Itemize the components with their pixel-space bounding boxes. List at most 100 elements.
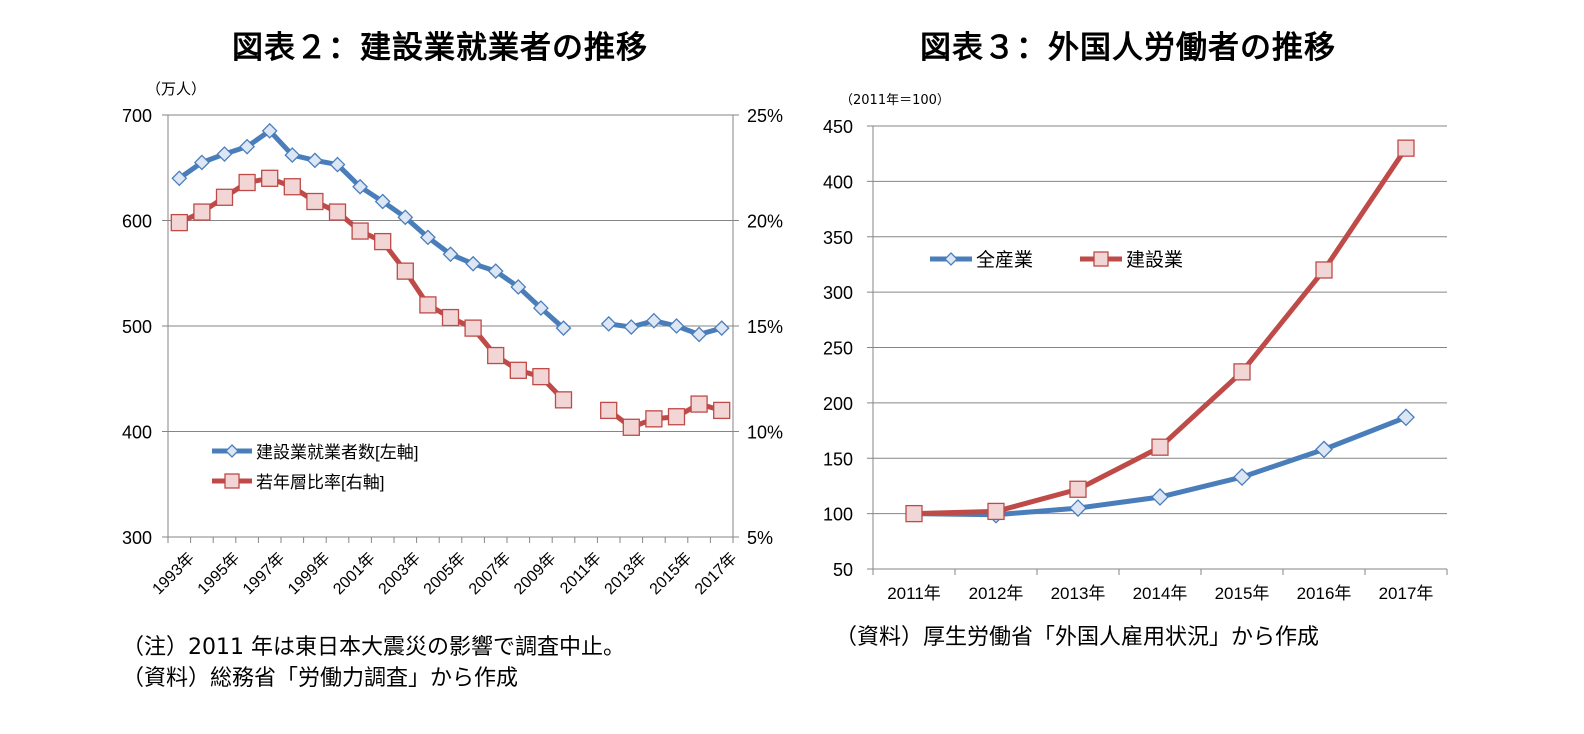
chart3-y-tick-label: 300 (823, 283, 853, 303)
chart2-data-point (374, 232, 392, 251)
chart2-legend-marker (224, 473, 240, 489)
chart3-y-tick-label: 250 (823, 339, 853, 359)
chart3-plot: 450 400 350 300 250 200 150 100 50 2011年 2012年 2013… (823, 117, 1448, 603)
chart2-data-point (306, 192, 324, 211)
chart2-x-tick-label: 1999年 (284, 549, 333, 598)
chart3-data-point (1069, 480, 1087, 498)
chart3-x-tick-label: 2012年 (969, 584, 1024, 603)
chart2-x-tick-label: 2003年 (375, 549, 424, 598)
chart2-data-point (374, 193, 391, 210)
chart2-data-point (352, 178, 369, 195)
chart2-series-line (177, 128, 566, 330)
chart2-data-point (261, 122, 278, 139)
chart2-data-point (667, 408, 686, 426)
chart3-x-tick-label: 2015年 (1215, 584, 1270, 603)
chart2-data-point (509, 361, 527, 379)
chart2-data-point (532, 300, 549, 316)
chart2-data-point (623, 319, 640, 335)
chart3-legend-marker (1093, 251, 1109, 267)
chart2-data-point (464, 319, 482, 337)
chart2-data-point (465, 255, 482, 272)
chart2-data-point (442, 246, 459, 263)
chart2-legend-marker (225, 444, 239, 458)
chart2-data-point (329, 156, 346, 173)
chart3-legend-label: 全産業 (976, 249, 1033, 271)
chart2-data-point (328, 203, 347, 221)
chart2-data-point (170, 213, 188, 232)
chart3-title: 図表３：外国人労働者の推移 (920, 30, 1336, 66)
chart2-x-tick-label: 2001年 (330, 549, 379, 598)
chart3-data-point (1397, 139, 1415, 157)
chart3-note-1: （資料）厚生労働省「外国人雇用状況」から作成 (835, 625, 1320, 650)
chart2-data-point (419, 229, 436, 246)
chart2-y2-tick-label: 20% (747, 212, 783, 232)
chart3-data-point (905, 504, 923, 523)
chart2-x-tick-label: 2007年 (465, 549, 514, 598)
chart2-y-tick-label: 300 (122, 528, 152, 548)
chart2-x-tick-label: 1993年 (149, 549, 198, 598)
chart3-y-tick-label: 450 (823, 117, 853, 137)
chart3-data-point (1151, 438, 1169, 456)
chart2-x-tick-label: 2005年 (420, 549, 469, 598)
chart3-y-tick-label: 350 (823, 228, 853, 248)
chart3-x-tick-label: 2014年 (1133, 584, 1188, 603)
chart2-data-point (487, 263, 504, 280)
chart2-data-point (691, 326, 708, 343)
chart2-y2-tick-label: 25% (747, 106, 783, 126)
chart2-data-point (510, 279, 527, 295)
chart2-data-point (600, 315, 617, 332)
chart2-data-point (396, 262, 414, 280)
chart2-y2-tick-label: 15% (747, 317, 783, 337)
chart2-note-1: （注）2011 年は東日本大震災の影響で調査中止。 (122, 635, 625, 660)
chart2-data-point (284, 147, 301, 164)
chart2-data-point (397, 209, 414, 226)
chart2-unit-label: （万人） (146, 80, 207, 98)
chart2-series-line (178, 175, 566, 402)
chart2-data-point (419, 296, 437, 314)
chart3-y-tick-label: 200 (823, 394, 853, 414)
chart3-x-tick-label: 2013年 (1051, 584, 1106, 603)
chart2-legend: 建設業就業者数[左軸] 若年層比率[右軸] (212, 443, 418, 492)
chart3-data-point (987, 502, 1005, 521)
chart2-x-tick-label: 1997年 (239, 549, 288, 598)
chart3-data-point (1069, 499, 1087, 518)
chart2-x-tick-label: 2013年 (601, 549, 650, 598)
chart2-y-tick-label: 400 (122, 423, 152, 443)
chart3-x-tick-label: 2016年 (1297, 584, 1352, 603)
chart2-x-tick-label: 2017年 (691, 549, 740, 598)
chart2-series-workers (171, 122, 730, 343)
chart3-unit-label: （2011年＝100） (840, 93, 950, 108)
chart3-legend-label: 建設業 (1126, 249, 1183, 271)
chart2-data-point (487, 346, 505, 365)
chart3-data-point (1151, 488, 1169, 506)
chart2-data-point (645, 312, 662, 329)
chart2-data-point (622, 418, 640, 436)
chart2-data-point (261, 169, 279, 187)
chart2-legend-label: 建設業就業者数[左軸] (256, 443, 418, 462)
chart3-y-tick-label: 400 (823, 172, 853, 192)
chart2-y-tick-label: 500 (122, 317, 152, 337)
chart2-data-point (645, 410, 663, 428)
chart2-data-point (193, 154, 210, 171)
chart2-data-point (554, 391, 573, 409)
chart2-data-point (441, 308, 460, 327)
chart3-series-line (913, 146, 1409, 517)
chart2-data-point (215, 188, 234, 206)
chart3-notes: （資料）厚生労働省「外国人雇用状況」から作成 (835, 622, 1319, 653)
chart2-y-tick-label: 700 (122, 106, 152, 126)
chart2-series-youth-ratio (170, 169, 731, 436)
chart2-data-point (216, 146, 233, 162)
chart2-note-2: （資料）総務省「労働力調査」から作成 (122, 666, 519, 691)
chart2-y-tick-label: 600 (122, 212, 152, 232)
chart3-data-point (1233, 363, 1251, 381)
chart3-data-point (1315, 440, 1333, 459)
chart2-data-point (600, 401, 618, 420)
chart2-x-tick-label: 2011年 (556, 549, 604, 597)
chart3-y-tick-label: 150 (823, 449, 853, 469)
chart3-data-point (1233, 468, 1251, 486)
chart2-data-point (713, 320, 730, 337)
chart3-y-tick-label: 100 (823, 505, 853, 525)
chart2-y2-tick-label: 5% (747, 528, 773, 548)
chart2-data-point (193, 203, 211, 221)
